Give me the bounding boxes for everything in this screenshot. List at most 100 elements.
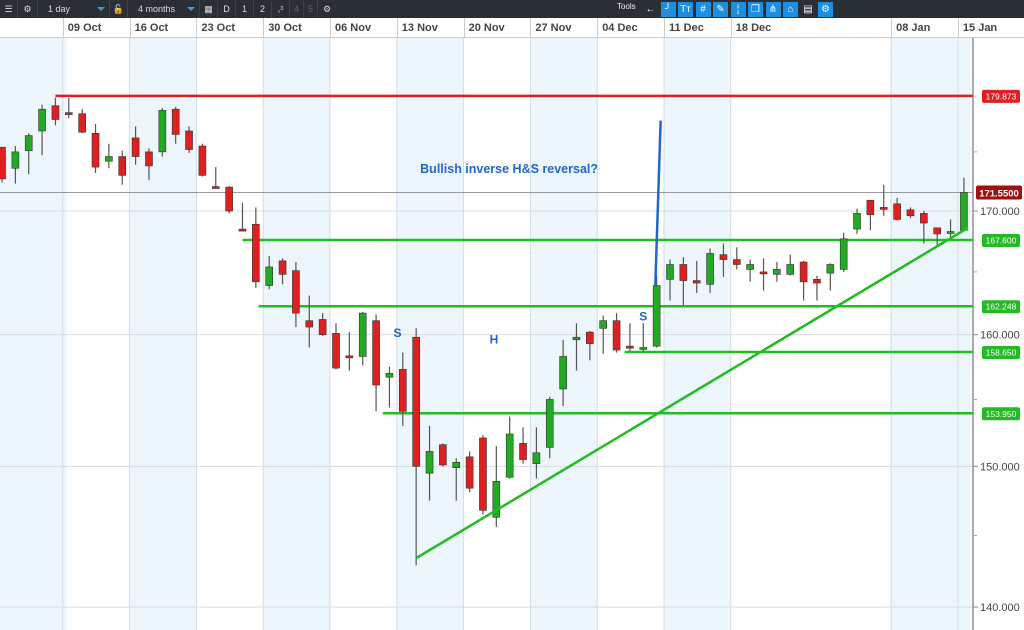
- candle: [946, 219, 955, 238]
- candle-body: [105, 156, 113, 162]
- candle: [78, 109, 86, 134]
- candle: [545, 396, 554, 459]
- back-arrow-icon[interactable]: ←: [643, 2, 658, 17]
- current-price-label: 171.5500: [979, 188, 1019, 199]
- candle: [198, 143, 207, 177]
- candle: [318, 313, 327, 336]
- candle: [412, 328, 420, 566]
- y-tick-label: 160.000: [980, 330, 1020, 342]
- candle: [759, 258, 768, 291]
- annotation-line: [654, 120, 662, 286]
- candle-body: [679, 264, 688, 281]
- candle: [879, 184, 888, 216]
- candle: [65, 97, 73, 119]
- candle: [933, 227, 942, 247]
- candle: [773, 262, 781, 282]
- candle-body: [78, 113, 86, 133]
- candle: [372, 314, 380, 412]
- date-label: 18 Dec: [730, 18, 891, 38]
- candle-body: [65, 112, 73, 115]
- layout-1-button[interactable]: 1: [236, 0, 254, 18]
- candle-body: [773, 269, 781, 275]
- candle: [238, 202, 247, 232]
- level-label: 162.248: [986, 302, 1017, 312]
- candle-body: [519, 443, 527, 460]
- candle: [398, 352, 407, 426]
- candle: [345, 332, 354, 371]
- interval-dropdown[interactable]: 1 day: [38, 0, 110, 18]
- layers-icon[interactable]: ❐: [748, 2, 763, 17]
- candle-body: [265, 266, 274, 286]
- candle: [51, 97, 60, 126]
- date-label: 11 Dec: [664, 18, 731, 38]
- candle-body: [465, 456, 474, 489]
- tag-icon[interactable]: ⌂: [783, 2, 798, 17]
- price-chart[interactable]: 170.000 160.000 150.000 140.000 179.873 167.6…: [0, 38, 1024, 630]
- layout-3-button[interactable]: ▫3: [272, 0, 290, 18]
- level-label: 179.873: [986, 91, 1017, 101]
- level-label: 167.600: [986, 236, 1017, 246]
- lock-icon[interactable]: 🔓: [110, 0, 128, 18]
- daily-button[interactable]: D: [218, 0, 236, 18]
- candle: [799, 260, 808, 301]
- candle: [813, 275, 821, 301]
- menu-icon[interactable]: ☰: [0, 0, 18, 18]
- y-tick-label: 170.000: [980, 206, 1020, 218]
- fork-icon[interactable]: ⋔: [765, 2, 781, 17]
- candle: [853, 208, 861, 234]
- curve-icon[interactable]: ╯: [660, 2, 676, 17]
- level-badge: [982, 89, 1020, 103]
- candle-body: [853, 213, 861, 230]
- candle-body: [946, 231, 955, 234]
- gear-icon[interactable]: ⚙: [18, 0, 38, 18]
- candle-body: [746, 264, 754, 270]
- candle-body: [412, 336, 420, 467]
- date-label: 20 Nov: [463, 18, 531, 38]
- range-dropdown[interactable]: 4 months: [128, 0, 200, 18]
- candle-icon[interactable]: ¦: [730, 2, 746, 17]
- candle-body: [278, 260, 287, 275]
- chart-toolbar: ☰ ⚙ 1 day 🔓 4 months ▦ D 1 2 ▫3 4 5 ⚙ To…: [0, 0, 1024, 18]
- layout-4-button[interactable]: 4: [290, 0, 304, 18]
- layout-2-button[interactable]: 2: [254, 0, 272, 18]
- candle: [11, 146, 20, 184]
- candle-body: [51, 105, 60, 120]
- text-icon[interactable]: Tт: [678, 2, 693, 17]
- level-badge: [982, 345, 1020, 359]
- candle: [465, 451, 474, 493]
- candle: [893, 197, 901, 221]
- level-badge: [982, 407, 1020, 421]
- date-label: 30 Oct: [263, 18, 330, 38]
- candle: [866, 199, 875, 231]
- candle-body: [626, 345, 634, 349]
- candle-body: [305, 320, 314, 328]
- week-band: [0, 38, 67, 630]
- candle-body: [666, 264, 674, 280]
- candle: [839, 232, 848, 272]
- candle: [38, 104, 46, 156]
- candle: [639, 323, 648, 352]
- settings-gear-icon[interactable]: ⚙: [322, 4, 332, 14]
- calendar-icon[interactable]: ▦: [200, 0, 218, 18]
- candle-body: [385, 372, 394, 378]
- pencil-icon[interactable]: ✎: [713, 2, 728, 17]
- candle: [439, 443, 447, 467]
- candle: [332, 323, 340, 370]
- candle: [612, 313, 621, 353]
- date-label: 23 Oct: [196, 18, 263, 38]
- candle: [185, 126, 193, 154]
- layout-3-label: 3: [280, 6, 284, 12]
- print-icon[interactable]: ▤: [800, 2, 816, 17]
- candle: [24, 133, 33, 175]
- candle-body: [826, 264, 835, 274]
- week-band: [664, 38, 731, 630]
- crosshair-icon[interactable]: #: [695, 2, 711, 17]
- candle: [505, 416, 514, 479]
- candle: [0, 146, 6, 183]
- date-label: 16 Oct: [129, 18, 197, 38]
- candle: [452, 458, 461, 501]
- candle-body: [759, 271, 768, 275]
- layout-5-button[interactable]: 5: [304, 0, 318, 18]
- settings-icon[interactable]: ⚙: [818, 2, 833, 17]
- candle-body: [492, 481, 501, 518]
